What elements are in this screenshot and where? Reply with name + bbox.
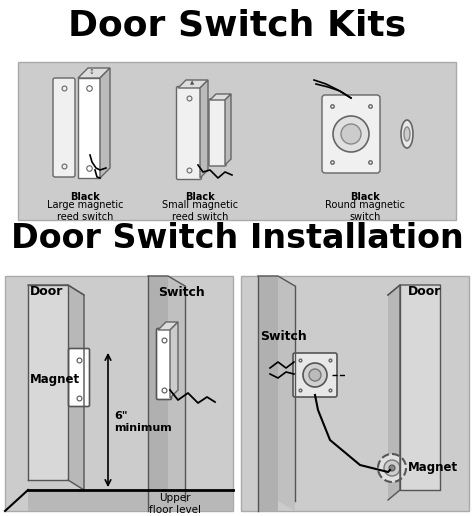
Polygon shape (148, 276, 168, 511)
Text: Switch: Switch (260, 330, 307, 343)
Text: Upper
floor level: Upper floor level (149, 493, 201, 514)
Text: Door Switch Installation: Door Switch Installation (10, 222, 464, 255)
Circle shape (389, 465, 395, 471)
FancyBboxPatch shape (176, 87, 201, 180)
Polygon shape (78, 78, 100, 178)
Text: Door: Door (30, 285, 64, 298)
Polygon shape (258, 276, 278, 511)
FancyBboxPatch shape (322, 95, 380, 173)
Text: Switch: Switch (158, 286, 205, 299)
Polygon shape (210, 94, 231, 100)
Text: Magnet: Magnet (30, 374, 80, 386)
Polygon shape (225, 94, 231, 165)
Text: Black: Black (70, 192, 100, 202)
Ellipse shape (404, 127, 410, 141)
FancyBboxPatch shape (156, 329, 172, 399)
Text: Large magnetic
reed switch: Large magnetic reed switch (47, 200, 123, 222)
Polygon shape (200, 80, 208, 178)
Circle shape (309, 369, 321, 381)
Text: 6"
minimum: 6" minimum (114, 411, 172, 433)
Circle shape (333, 116, 369, 152)
Bar (5, 276, 233, 511)
Text: ↕: ↕ (89, 69, 95, 75)
Text: Door Switch Kits: Door Switch Kits (68, 8, 406, 42)
FancyBboxPatch shape (53, 78, 75, 177)
FancyBboxPatch shape (209, 99, 226, 166)
Text: Magnet: Magnet (408, 461, 458, 475)
Polygon shape (28, 490, 233, 511)
FancyBboxPatch shape (69, 348, 90, 407)
Polygon shape (100, 68, 110, 178)
Text: Door: Door (408, 285, 441, 298)
Text: Round magnetic
switch: Round magnetic switch (325, 200, 405, 222)
Text: Black: Black (350, 192, 380, 202)
Polygon shape (400, 285, 440, 490)
Circle shape (378, 454, 406, 482)
Bar (18, 62, 456, 220)
Ellipse shape (401, 120, 413, 148)
Polygon shape (28, 285, 68, 480)
Text: ▲: ▲ (190, 80, 194, 86)
Polygon shape (158, 322, 178, 330)
Polygon shape (78, 68, 110, 78)
Bar (241, 276, 469, 511)
Polygon shape (388, 285, 400, 500)
Text: Small magnetic
reed switch: Small magnetic reed switch (162, 200, 238, 222)
Polygon shape (168, 276, 185, 511)
Polygon shape (278, 276, 295, 511)
Polygon shape (178, 80, 208, 88)
Circle shape (303, 363, 327, 387)
Polygon shape (68, 285, 84, 490)
Circle shape (341, 124, 361, 144)
Circle shape (384, 460, 400, 476)
Text: Black: Black (185, 192, 215, 202)
Polygon shape (170, 322, 178, 398)
FancyBboxPatch shape (293, 353, 337, 397)
